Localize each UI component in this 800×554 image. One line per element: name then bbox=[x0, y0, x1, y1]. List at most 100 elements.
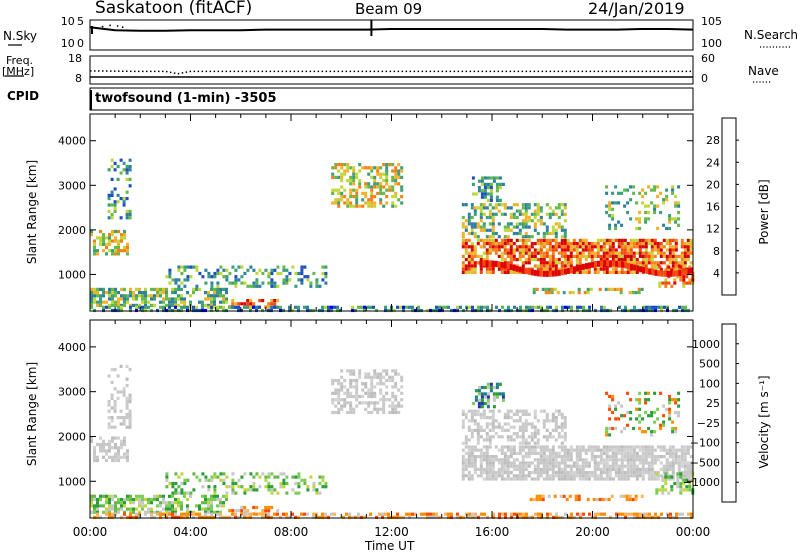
power-echo-cell bbox=[506, 251, 510, 255]
velocity-echo-cell bbox=[632, 458, 636, 462]
velocity-echo-cell bbox=[671, 461, 675, 465]
velocity-echo-cell bbox=[560, 448, 564, 452]
power-echo-cell bbox=[554, 248, 558, 252]
power-echo-cell bbox=[102, 294, 105, 298]
velocity-echo-cell bbox=[252, 485, 256, 489]
velocity-echo-cell bbox=[228, 509, 232, 513]
velocity-echo-cell bbox=[644, 445, 648, 449]
velocity-echo-cell bbox=[569, 467, 573, 471]
velocity-echo-cell bbox=[683, 464, 687, 468]
velocity-echo-cell bbox=[548, 435, 552, 439]
velocity-echo-cell bbox=[192, 488, 196, 492]
velocity-echo-cell bbox=[533, 435, 537, 439]
velocity-echo-cell bbox=[327, 515, 330, 519]
power-echo-cell bbox=[634, 291, 638, 295]
velocity-echo-cell bbox=[674, 458, 678, 462]
velocity-echo-cell bbox=[524, 409, 528, 413]
velocity-echo-cell bbox=[382, 398, 386, 402]
velocity-echo-cell bbox=[128, 409, 132, 413]
power-echo-cell bbox=[461, 222, 465, 226]
velocity-echo-cell bbox=[444, 512, 447, 516]
noise-right-tick-label: 105 bbox=[701, 15, 722, 28]
velocity-echo-cell bbox=[497, 435, 501, 439]
power-echo-cell bbox=[512, 231, 516, 236]
velocity-echo-cell bbox=[491, 458, 495, 462]
velocity-echo-cell bbox=[581, 464, 585, 468]
velocity-echo-cell bbox=[626, 458, 630, 462]
power-echo-cell bbox=[171, 278, 175, 282]
power-echo-cell bbox=[358, 204, 362, 208]
power-echo-cell bbox=[596, 251, 600, 255]
power-echo-cell bbox=[337, 201, 341, 205]
power-echo-cell bbox=[575, 270, 579, 274]
power-echo-cell bbox=[488, 228, 492, 232]
power-echo-cell bbox=[123, 294, 126, 298]
velocity-echo-cell bbox=[138, 515, 141, 519]
velocity-echo-cell bbox=[641, 467, 645, 471]
velocity-echo-cell bbox=[626, 464, 630, 468]
velocity-echo-cell bbox=[638, 398, 642, 402]
velocity-echo-cell bbox=[486, 385, 490, 390]
velocity-echo-cell bbox=[117, 449, 120, 453]
velocity-echo-cell bbox=[527, 451, 531, 455]
velocity-echo-cell bbox=[267, 515, 270, 519]
velocity-echo-cell bbox=[315, 488, 319, 492]
velocity-echo-cell bbox=[174, 501, 177, 505]
velocity-echo-cell bbox=[477, 405, 481, 409]
velocity-echo-cell bbox=[352, 407, 356, 411]
velocity-echo-cell bbox=[285, 491, 289, 495]
velocity-echo-cell bbox=[533, 416, 537, 420]
power-echo-cell bbox=[331, 191, 335, 195]
power-echo-cell bbox=[635, 261, 639, 265]
power-echo-cell bbox=[99, 294, 102, 298]
velocity-echo-cell bbox=[560, 471, 564, 475]
power-echo-cell bbox=[482, 206, 486, 210]
power-echo-cell bbox=[479, 258, 483, 262]
power-echo-cell bbox=[361, 166, 365, 170]
velocity-echo-cell bbox=[473, 464, 477, 468]
velocity-echo-cell bbox=[255, 488, 259, 492]
power-echo-cell bbox=[521, 225, 525, 229]
power-echo-cell bbox=[382, 172, 386, 176]
power-echo-cell bbox=[548, 245, 552, 249]
velocity-echo-cell bbox=[677, 464, 681, 468]
velocity-echo-cell bbox=[662, 455, 666, 459]
power-echo-cell bbox=[566, 264, 570, 268]
velocity-echo-cell bbox=[593, 448, 597, 452]
velocity-echo-cell bbox=[461, 461, 465, 465]
power-echo-cell bbox=[563, 231, 567, 236]
velocity-echo-cell bbox=[620, 461, 624, 465]
velocity-echo-cell bbox=[108, 439, 111, 443]
power-echo-cell bbox=[273, 281, 277, 285]
power-echo-cell bbox=[370, 188, 374, 192]
velocity-echo-cell bbox=[110, 416, 114, 420]
velocity-echo-cell bbox=[120, 442, 123, 447]
power-echo-cell bbox=[473, 231, 477, 236]
power-echo-cell bbox=[276, 305, 279, 309]
velocity-echo-cell bbox=[93, 449, 96, 453]
velocity-echo-cell bbox=[93, 504, 96, 508]
power-echo-cell bbox=[216, 271, 220, 276]
velocity-echo-cell bbox=[503, 428, 507, 432]
power-echo-cell bbox=[321, 271, 325, 276]
power-echo-cell bbox=[664, 284, 668, 288]
power-echo-cell bbox=[385, 195, 389, 199]
power-echo-cell bbox=[90, 305, 93, 309]
power-echo-cell bbox=[548, 258, 552, 262]
velocity-echo-cell bbox=[373, 391, 377, 395]
velocity-echo-cell bbox=[483, 401, 487, 406]
power-echo-cell bbox=[525, 305, 528, 309]
power-echo-cell bbox=[122, 200, 126, 204]
velocity-echo-cell bbox=[426, 515, 429, 519]
power-echo-cell bbox=[105, 305, 108, 309]
velocity-echo-cell bbox=[536, 471, 540, 475]
velocity-echo-cell bbox=[113, 403, 117, 407]
velocity-echo-cell bbox=[180, 507, 183, 511]
power-echo-cell bbox=[661, 281, 665, 285]
velocity-echo-cell bbox=[551, 435, 555, 439]
power-echo-cell bbox=[638, 238, 642, 242]
power-echo-cell bbox=[459, 305, 462, 309]
power-echo-cell bbox=[635, 226, 639, 231]
velocity-echo-cell bbox=[647, 461, 651, 465]
velocity-echo-cell bbox=[536, 458, 540, 462]
